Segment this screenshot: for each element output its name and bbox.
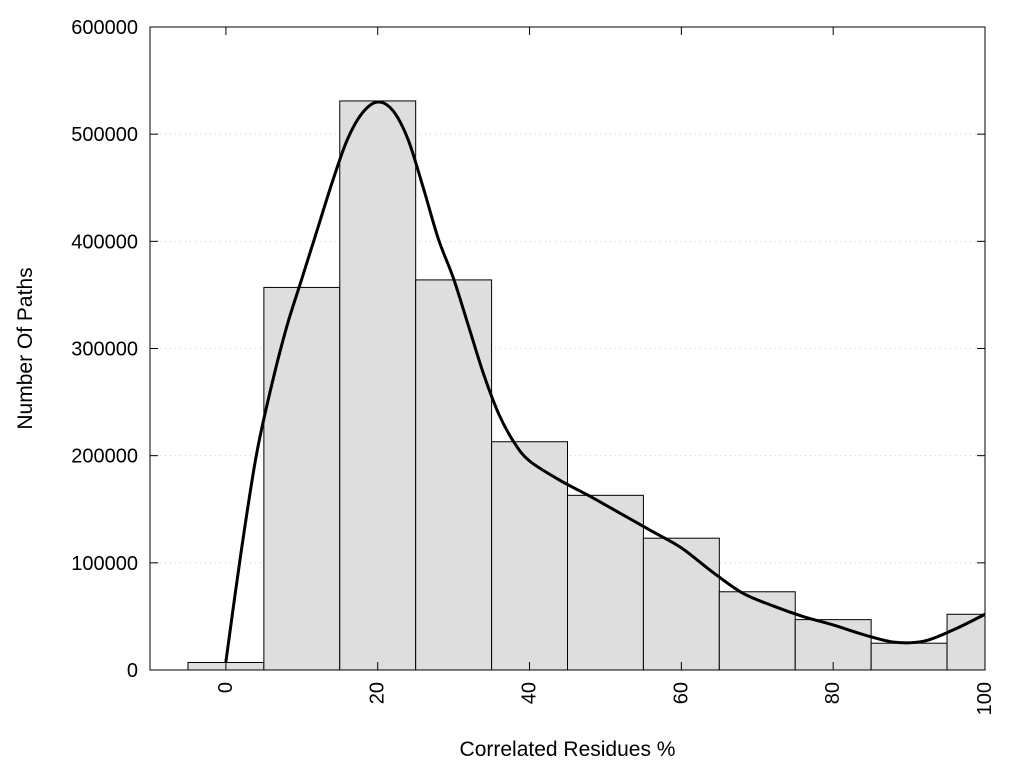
histogram-bar bbox=[263, 286, 341, 670]
x-axis-title: Correlated Residues % bbox=[460, 738, 676, 761]
grid-lines bbox=[150, 133, 985, 564]
x-tick-label: 20 bbox=[367, 682, 389, 704]
histogram-bar bbox=[567, 494, 644, 670]
histogram-bar bbox=[415, 279, 493, 670]
y-tick-label: 600000 bbox=[71, 17, 138, 39]
histogram-bar bbox=[718, 591, 796, 670]
x-tick-label: 60 bbox=[670, 682, 692, 704]
y-tick-labels: 0 100000 200000 300000 400000 500000 600000 bbox=[71, 17, 138, 682]
x-tick-label: 100 bbox=[974, 682, 996, 715]
density-curve bbox=[224, 100, 985, 663]
x-tick-label: 40 bbox=[519, 682, 541, 704]
x-tick-label: 0 bbox=[215, 682, 237, 693]
axis-ticks bbox=[150, 26, 986, 671]
x-tick-label: 80 bbox=[822, 682, 844, 704]
y-axis-title: Number Of Paths bbox=[14, 267, 37, 429]
histogram-bar bbox=[642, 537, 720, 670]
x-tick-labels: 0 20 40 60 80 100 bbox=[215, 682, 996, 715]
density-curve-line bbox=[224, 100, 985, 663]
y-tick-label: 300000 bbox=[71, 339, 138, 361]
y-tick-label: 100000 bbox=[71, 553, 138, 575]
y-tick-label: 0 bbox=[127, 660, 138, 682]
bars bbox=[187, 100, 985, 670]
y-tick-label: 500000 bbox=[71, 124, 138, 146]
histogram-bar bbox=[870, 642, 948, 670]
histogram-bar bbox=[491, 441, 568, 670]
y-tick-label: 200000 bbox=[71, 446, 138, 468]
histogram-bar bbox=[339, 100, 417, 670]
y-tick-label: 400000 bbox=[71, 231, 138, 253]
